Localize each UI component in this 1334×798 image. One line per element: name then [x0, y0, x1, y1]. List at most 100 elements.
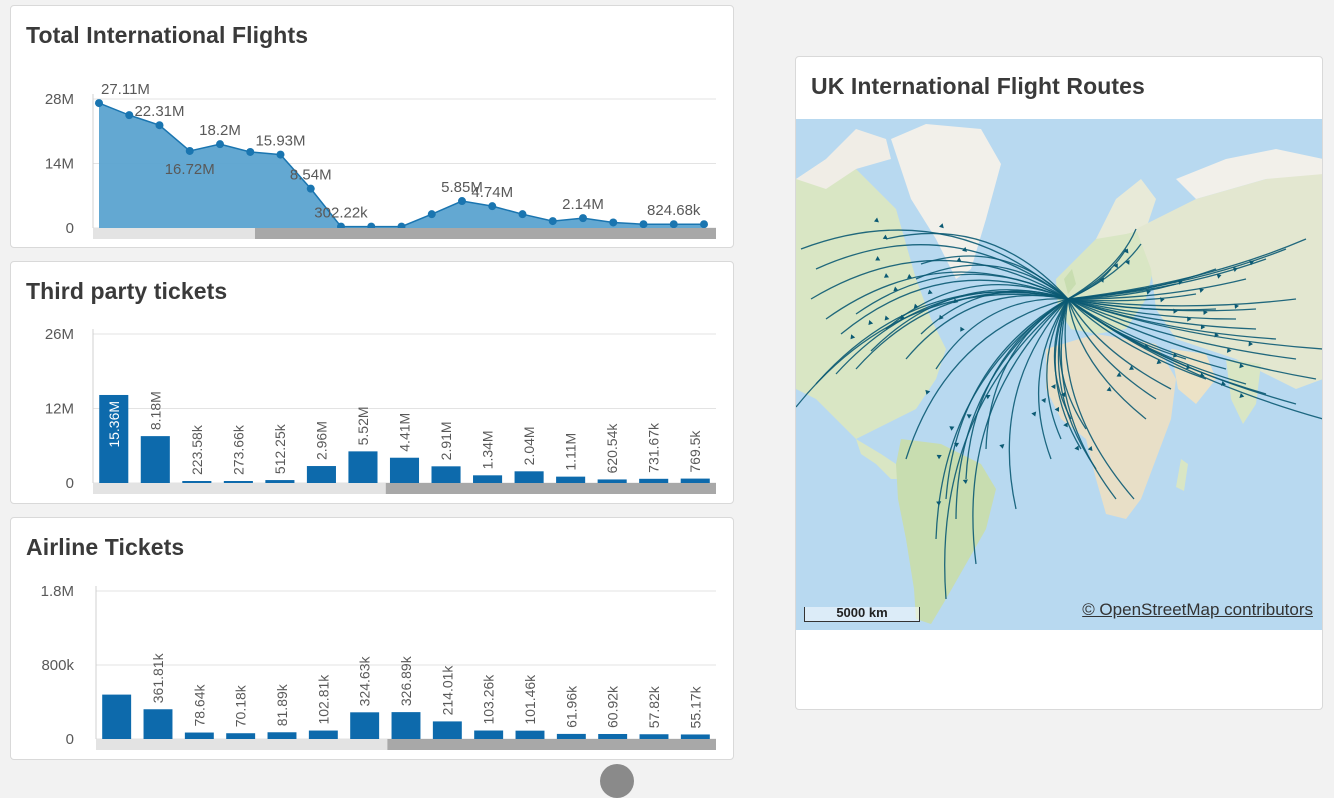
- data-point[interactable]: [548, 217, 557, 226]
- bar[interactable]: [182, 481, 212, 483]
- thirdparty-card[interactable]: Third party tickets 26M 12M 0 15.36M 8.18M 22…: [10, 261, 734, 504]
- data-label: 223.58k: [189, 424, 205, 475]
- bar[interactable]: [474, 730, 504, 739]
- route-arrow-icon: [966, 414, 972, 419]
- bar[interactable]: [99, 394, 129, 483]
- bar[interactable]: [680, 734, 710, 739]
- bar[interactable]: [598, 733, 628, 739]
- route-map[interactable]: 5000 km © OpenStreetMap contributors: [796, 119, 1323, 630]
- data-point[interactable]: [518, 210, 527, 219]
- data-point[interactable]: [639, 220, 648, 229]
- data-label: 512.25k: [272, 423, 288, 474]
- bar[interactable]: [389, 457, 420, 483]
- bar[interactable]: [223, 481, 253, 483]
- route-arrow-icon: [999, 443, 1005, 449]
- route-arrow-icon: [1063, 422, 1068, 428]
- scroll-indicator[interactable]: [600, 764, 634, 798]
- bar[interactable]: [226, 733, 256, 739]
- flight-routes: [796, 217, 1322, 600]
- route-arrow-icon: [884, 273, 889, 278]
- map-card[interactable]: UK International Flight Routes: [795, 56, 1323, 710]
- bar[interactable]: [639, 734, 669, 739]
- data-label: 101.46k: [522, 674, 538, 725]
- data-label: 27.11M: [101, 81, 150, 98]
- data-point[interactable]: [185, 146, 194, 155]
- scrollbar-thumb[interactable]: [387, 739, 716, 750]
- bar[interactable]: [184, 732, 214, 739]
- bar[interactable]: [143, 709, 173, 739]
- flight-route-line: [1038, 298, 1069, 460]
- bar[interactable]: [431, 466, 461, 483]
- data-point[interactable]: [95, 99, 103, 108]
- flight-route-line: [1067, 298, 1257, 312]
- bar[interactable]: [308, 730, 338, 739]
- airline-card[interactable]: Airline Tickets 1.8M 800k 0 361.81k 78.64k 70…: [10, 517, 734, 760]
- data-point[interactable]: [700, 220, 708, 229]
- data-label: 361.81k: [150, 652, 166, 703]
- data-point[interactable]: [246, 147, 255, 156]
- route-arrow-icon: [1074, 445, 1079, 451]
- bar[interactable]: [265, 480, 295, 483]
- scrollbar-thumb[interactable]: [254, 228, 717, 239]
- bar[interactable]: [306, 466, 336, 483]
- data-point[interactable]: [579, 214, 587, 223]
- data-point[interactable]: [125, 111, 134, 120]
- bar[interactable]: [597, 479, 627, 483]
- route-arrow-icon: [1125, 259, 1130, 265]
- bar[interactable]: [515, 730, 545, 739]
- data-point[interactable]: [155, 121, 164, 130]
- data-point[interactable]: [609, 218, 618, 227]
- flight-route-line: [944, 298, 1069, 600]
- flights-card[interactable]: Total International Flights 28M 14M 0 27.11…: [10, 5, 734, 248]
- bar[interactable]: [556, 476, 586, 483]
- y-tick-label: 28M: [45, 91, 74, 108]
- bar[interactable]: [473, 475, 503, 483]
- route-arrow-icon: [850, 334, 856, 340]
- bar[interactable]: [556, 733, 586, 739]
- route-map-canvas[interactable]: [796, 119, 1323, 630]
- bar[interactable]: [140, 436, 170, 483]
- flight-route-line: [920, 290, 1069, 335]
- flights-area-chart[interactable]: 28M 14M 0 27.11M 22.31M 16.72M 18.2M 15.93M 8.54…: [11, 6, 734, 248]
- data-label: 5.52M: [355, 406, 371, 445]
- uk-shape: [1064, 269, 1076, 294]
- route-arrow-icon: [1041, 397, 1046, 403]
- flight-route-line: [935, 298, 1069, 540]
- thirdparty-card-title: Third party tickets: [26, 278, 228, 304]
- flight-route-line: [855, 273, 1069, 315]
- route-arrow-icon: [1129, 365, 1134, 370]
- bar[interactable]: [267, 732, 297, 739]
- route-arrow-icon: [1106, 386, 1112, 392]
- data-point[interactable]: [427, 210, 436, 219]
- data-label: 55.17k: [687, 685, 703, 728]
- bar[interactable]: [102, 694, 132, 739]
- data-label: 2.14M: [562, 196, 604, 213]
- bar[interactable]: [350, 712, 380, 739]
- data-label: 5.85M: [441, 179, 483, 196]
- bar[interactable]: [514, 471, 544, 483]
- route-arrow-icon: [884, 315, 890, 321]
- data-point[interactable]: [216, 140, 224, 149]
- bar[interactable]: [348, 451, 378, 483]
- thirdparty-bar-chart[interactable]: 26M 12M 0 15.36M 8.18M 223.58k 273.66k 512.25k 2…: [11, 262, 734, 504]
- data-label: 1.34M: [480, 430, 496, 469]
- bar[interactable]: [680, 478, 710, 483]
- bar[interactable]: [391, 712, 421, 739]
- data-point[interactable]: [488, 202, 497, 211]
- route-arrow-icon: [1200, 324, 1206, 330]
- scrollbar-thumb[interactable]: [385, 483, 716, 494]
- route-arrow-icon: [962, 479, 968, 484]
- flight-route-line: [815, 244, 1069, 300]
- bar[interactable]: [432, 721, 462, 739]
- y-tick-label: 0: [66, 475, 74, 492]
- data-point[interactable]: [458, 197, 466, 206]
- data-point[interactable]: [276, 150, 285, 159]
- bar[interactable]: [639, 478, 669, 483]
- route-arrow-icon: [1199, 287, 1204, 293]
- data-point[interactable]: [669, 220, 678, 229]
- airline-bar-chart[interactable]: 1.8M 800k 0 361.81k 78.64k 70.18k 81.89k 102.81…: [11, 518, 734, 760]
- route-arrow-icon: [1249, 260, 1254, 266]
- flight-route-line: [840, 279, 1069, 335]
- map-attribution-link[interactable]: © OpenStreetMap contributors: [1082, 600, 1313, 619]
- data-point[interactable]: [306, 184, 315, 193]
